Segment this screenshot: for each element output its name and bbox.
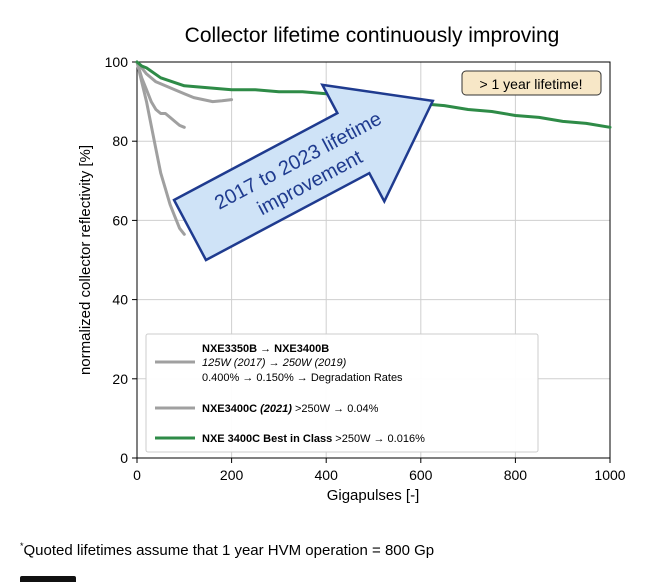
lifetime-annotation-text: > 1 year lifetime!	[479, 76, 582, 92]
series-line-1	[135, 60, 186, 129]
x-tick-label: 800	[504, 467, 528, 483]
x-tick-label: 1000	[594, 467, 625, 483]
x-tick-label: 400	[315, 467, 339, 483]
y-tick-label: 0	[120, 450, 128, 466]
legend-entry-1-line3: 0.400% → 0.150% → Degradation Rates	[202, 372, 403, 384]
legend-entry-1-line2: 125W (2017) → 250W (2019)	[202, 357, 347, 369]
y-axis-ticks: 0 20 40 60 80 100	[105, 54, 137, 466]
y-tick-label: 60	[112, 212, 128, 228]
y-tick-label: 80	[112, 133, 128, 149]
legend: NXE3350B → NXE3400B 125W (2017) → 250W (…	[145, 333, 539, 453]
legend-entry-2: NXE3400C (2021) >250W → 0.04%	[202, 403, 379, 415]
x-axis-ticks: 0 200 400 600 800 1000	[133, 458, 626, 483]
y-tick-label: 40	[112, 292, 128, 308]
x-tick-label: 200	[220, 467, 244, 483]
y-tick-label: 20	[112, 371, 128, 387]
series-line-2	[135, 60, 234, 104]
x-axis-label: Gigapulses [-]	[327, 487, 420, 504]
y-tick-label: 100	[105, 54, 129, 70]
footnote: *Quoted lifetimes assume that 1 year HVM…	[20, 541, 434, 559]
plot-frame	[136, 61, 611, 459]
footnote-text: Quoted lifetimes assume that 1 year HVM …	[23, 542, 435, 559]
y-axis-label: normalized collector reflectivity [%]	[77, 145, 94, 375]
x-tick-label: 0	[133, 467, 141, 483]
improvement-arrow: 2017 to 2023 lifetime improvement	[172, 83, 435, 262]
chart: Collector lifetime continuously improvin…	[77, 24, 626, 504]
footnote-mark: *	[20, 541, 24, 551]
chart-title: Collector lifetime continuously improvin…	[185, 24, 560, 47]
lifetime-annotation: > 1 year lifetime!	[461, 70, 602, 96]
logo-fragment	[20, 574, 76, 582]
series-line-3	[135, 60, 186, 236]
legend-entry-3: NXE 3400C Best in Class >250W → 0.016%	[202, 433, 425, 445]
legend-entry-1-line1: NXE3350B → NXE3400B	[202, 343, 329, 355]
x-tick-label: 600	[409, 467, 433, 483]
